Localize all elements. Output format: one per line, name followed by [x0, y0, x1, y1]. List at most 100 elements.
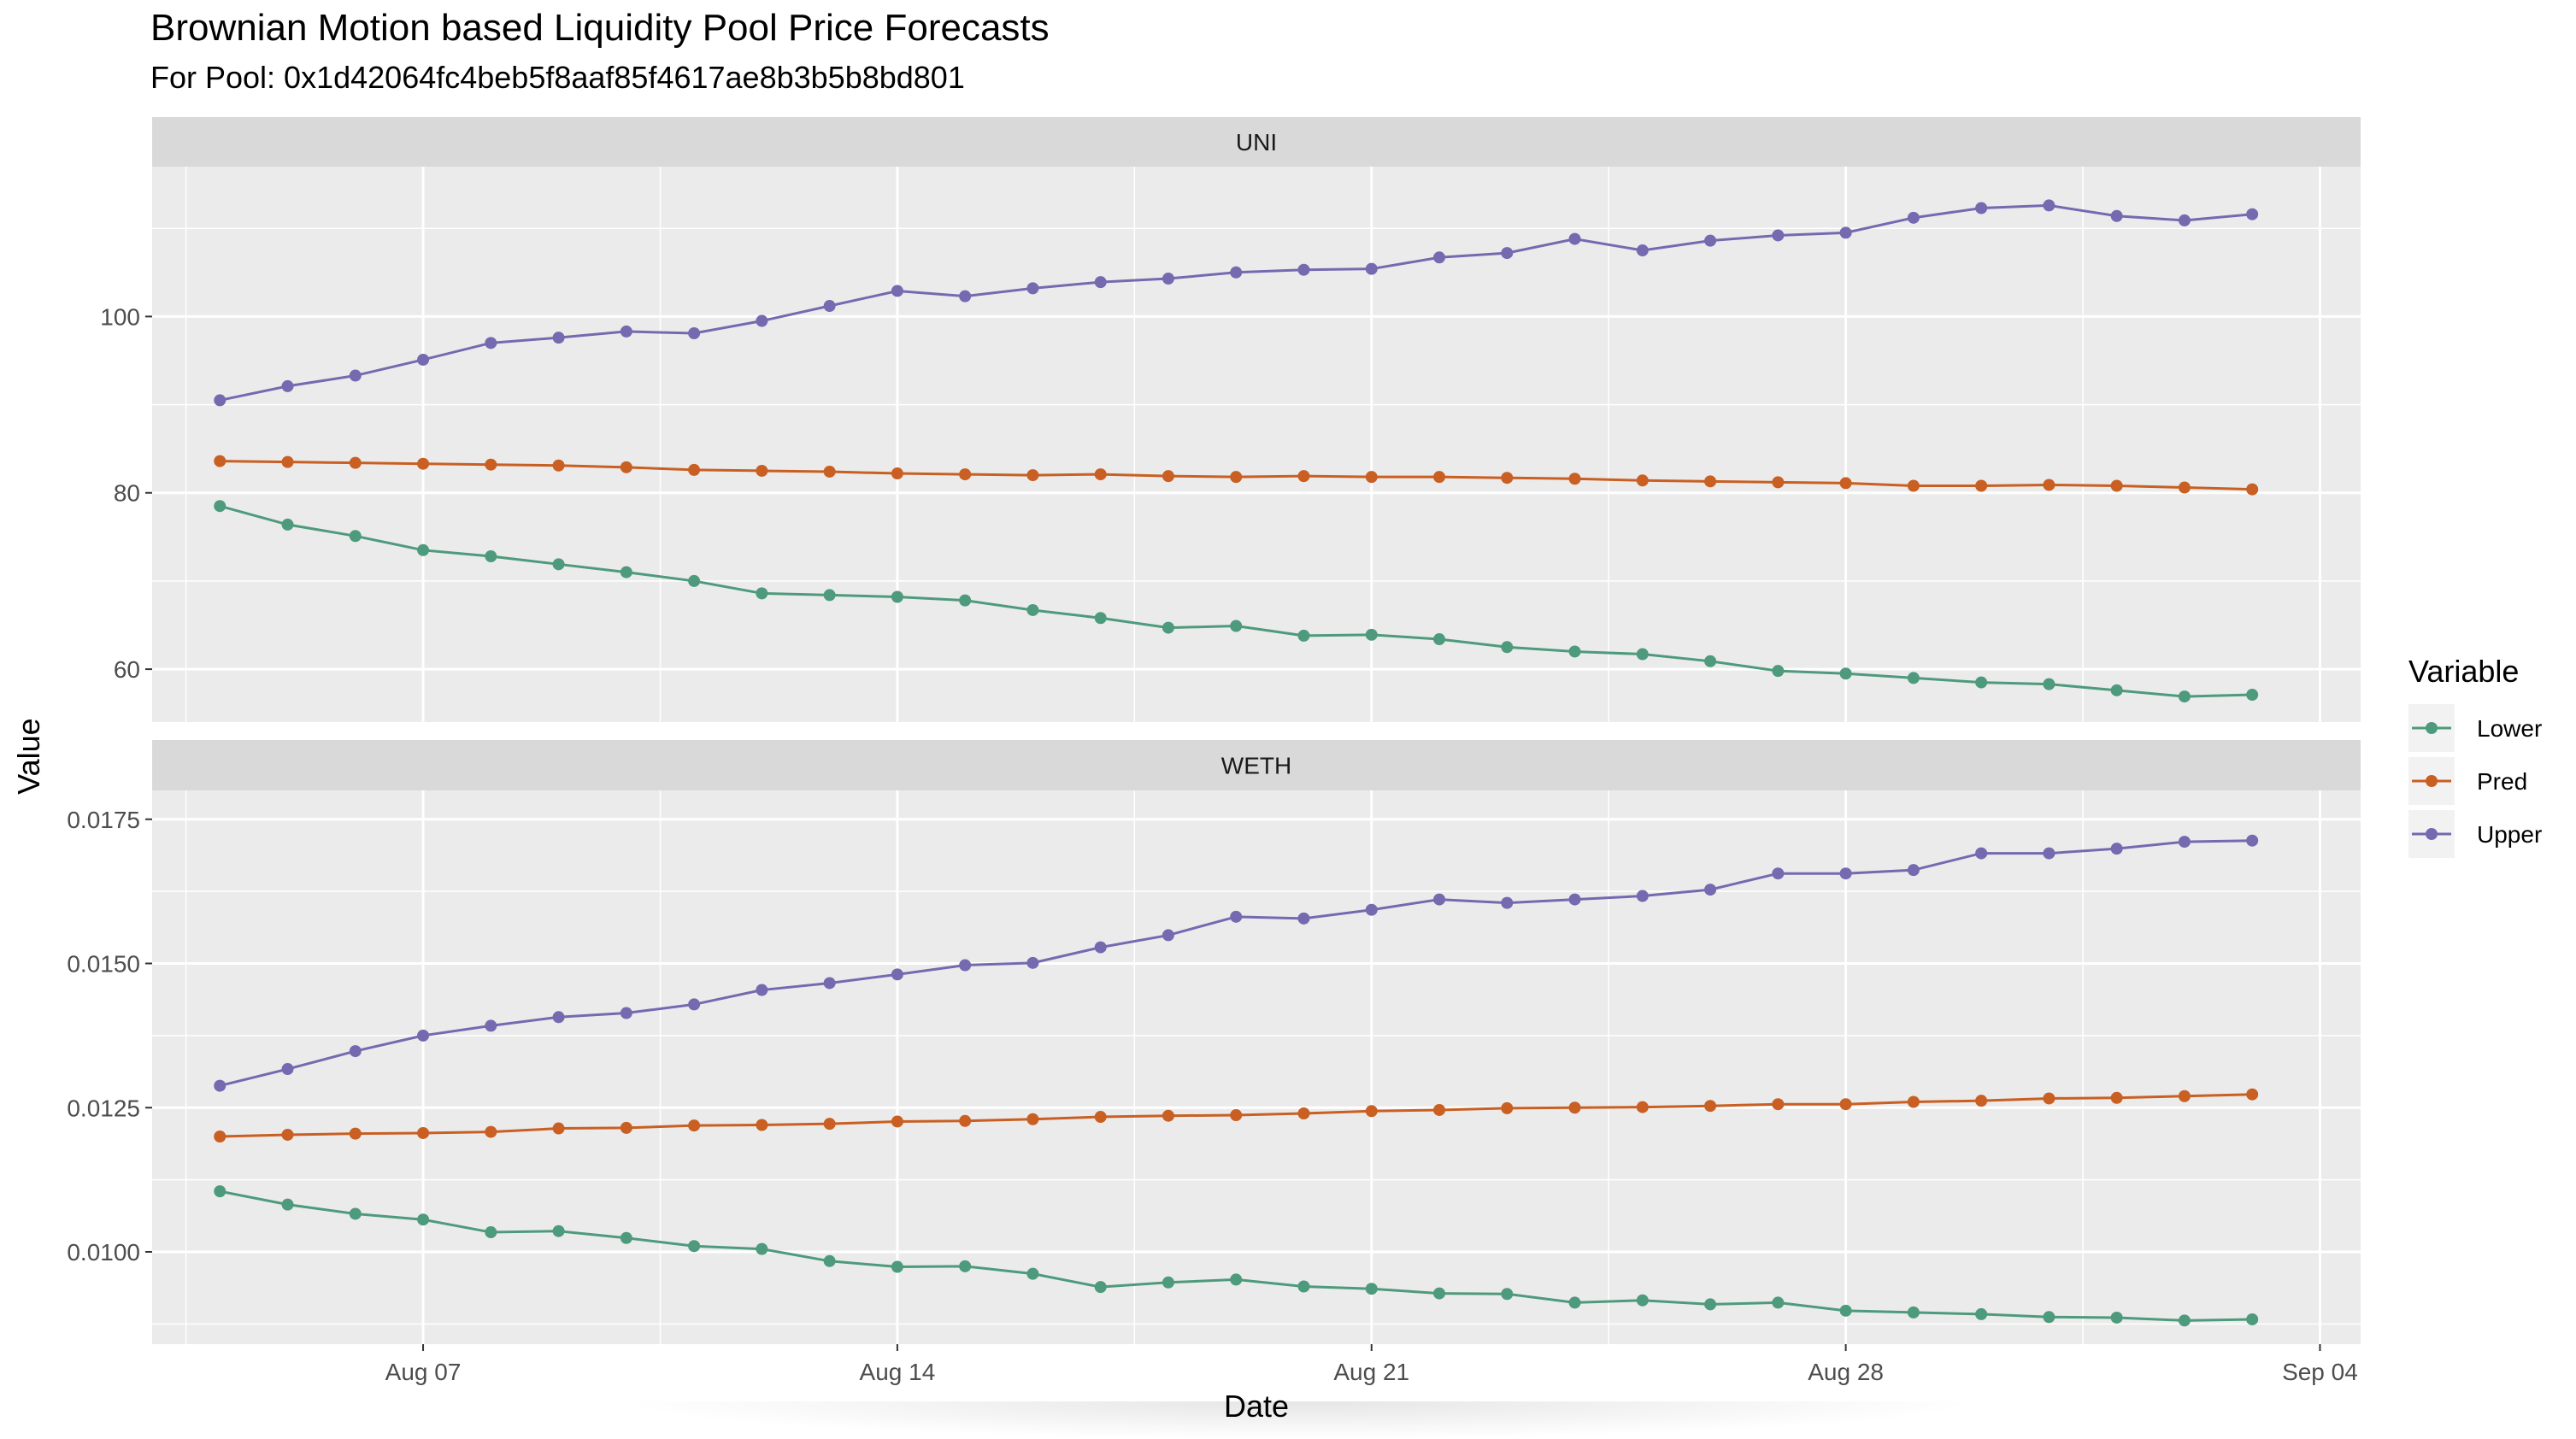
data-point-upper: [1230, 266, 1243, 279]
data-point-upper: [688, 998, 701, 1011]
data-point-pred: [1636, 474, 1649, 487]
data-point-pred: [1026, 1113, 1039, 1125]
data-point-lower: [349, 1207, 362, 1220]
data-point-lower: [1704, 1298, 1717, 1311]
data-point-lower: [1230, 620, 1243, 632]
chart-title: Brownian Motion based Liquidity Pool Pri…: [150, 7, 1050, 49]
data-point-upper: [281, 379, 294, 392]
data-point-upper: [891, 968, 903, 981]
data-point-lower: [2043, 678, 2056, 690]
data-point-pred: [1839, 477, 1852, 490]
data-point-upper: [1704, 884, 1717, 896]
data-point-upper: [552, 332, 565, 344]
data-point-lower: [1839, 1304, 1852, 1317]
data-point-lower: [417, 543, 430, 556]
data-point-lower: [2246, 689, 2259, 702]
data-point-upper: [1907, 211, 1920, 224]
data-point-pred: [1433, 471, 1446, 484]
data-point-upper: [620, 325, 632, 338]
data-point-lower: [756, 1242, 768, 1255]
data-point-lower: [485, 550, 497, 563]
data-point-upper: [1568, 232, 1581, 245]
data-point-pred: [1026, 469, 1039, 482]
legend-key-point: [2426, 828, 2438, 840]
data-point-upper: [1365, 903, 1378, 916]
data-point-upper: [2246, 208, 2259, 220]
data-point-lower: [2043, 1311, 2056, 1324]
data-point-lower: [620, 1231, 632, 1244]
data-point-lower: [891, 590, 903, 603]
data-point-lower: [214, 500, 226, 513]
data-point-pred: [1162, 470, 1174, 483]
data-point-lower: [1162, 1276, 1174, 1289]
data-point-lower: [1501, 1288, 1514, 1301]
data-point-pred: [2043, 1092, 2056, 1105]
data-point-upper: [1433, 251, 1446, 264]
data-point-upper: [1162, 929, 1174, 942]
data-point-pred: [1501, 1101, 1514, 1114]
x-tick-label: Aug 28: [1808, 1359, 1884, 1385]
data-point-lower: [1094, 612, 1107, 625]
y-axis-title: Value: [11, 718, 46, 794]
data-point-lower: [1772, 1296, 1785, 1309]
data-point-lower: [2110, 1311, 2123, 1324]
data-point-lower: [1772, 665, 1785, 678]
data-point-upper: [485, 1019, 497, 1032]
data-point-upper: [1772, 229, 1785, 242]
data-point-pred: [1162, 1109, 1174, 1122]
data-point-upper: [620, 1007, 632, 1019]
data-point-lower: [1907, 1306, 1920, 1319]
data-point-lower: [959, 594, 972, 607]
data-point-upper: [1907, 864, 1920, 877]
x-tick-label: Aug 21: [1333, 1359, 1409, 1385]
data-point-upper: [2178, 214, 2191, 226]
legend-entry-label: Pred: [2477, 768, 2527, 795]
data-point-lower: [688, 1240, 701, 1253]
data-point-upper: [959, 290, 972, 302]
data-point-pred: [2178, 1090, 2191, 1102]
data-point-pred: [688, 1119, 701, 1132]
data-point-pred: [2178, 481, 2191, 494]
y-tick-label: 0.0175: [67, 807, 140, 833]
data-point-pred: [823, 1118, 836, 1131]
chart-subtitle: For Pool: 0x1d42064fc4beb5f8aaf85f4617ae…: [150, 60, 965, 95]
data-point-pred: [823, 465, 836, 478]
data-point-lower: [417, 1213, 430, 1226]
data-point-upper: [1704, 234, 1717, 247]
facet-strip: [152, 117, 2361, 167]
data-point-lower: [281, 518, 294, 531]
data-point-lower: [2178, 690, 2191, 703]
x-tick-label: Sep 04: [2282, 1359, 2358, 1385]
data-point-upper: [756, 984, 768, 996]
data-point-upper: [214, 1079, 226, 1092]
data-point-pred: [1094, 1111, 1107, 1124]
data-point-pred: [552, 459, 565, 472]
data-point-pred: [1433, 1103, 1446, 1116]
data-point-lower: [1704, 655, 1717, 667]
data-point-pred: [417, 1126, 430, 1139]
data-point-pred: [1094, 468, 1107, 481]
data-point-lower: [1230, 1273, 1243, 1286]
data-point-upper: [1636, 890, 1649, 902]
data-point-pred: [485, 458, 497, 471]
data-point-pred: [756, 464, 768, 477]
data-point-lower: [1636, 1294, 1649, 1307]
data-point-pred: [891, 1115, 903, 1128]
data-point-lower: [2178, 1314, 2191, 1327]
legend-entry-label: Lower: [2477, 715, 2542, 742]
data-point-lower: [485, 1226, 497, 1239]
data-point-upper: [1297, 263, 1310, 276]
y-tick-label: 0.0100: [67, 1239, 140, 1266]
data-point-lower: [349, 530, 362, 543]
data-point-upper: [281, 1063, 294, 1076]
data-point-upper: [1026, 282, 1039, 295]
data-point-upper: [756, 314, 768, 327]
data-point-lower: [1162, 621, 1174, 634]
data-point-pred: [1907, 479, 1920, 492]
data-point-pred: [1772, 1098, 1785, 1111]
data-point-pred: [2246, 1088, 2259, 1101]
data-point-upper: [2246, 834, 2259, 847]
data-point-lower: [823, 1254, 836, 1267]
data-point-upper: [688, 327, 701, 339]
